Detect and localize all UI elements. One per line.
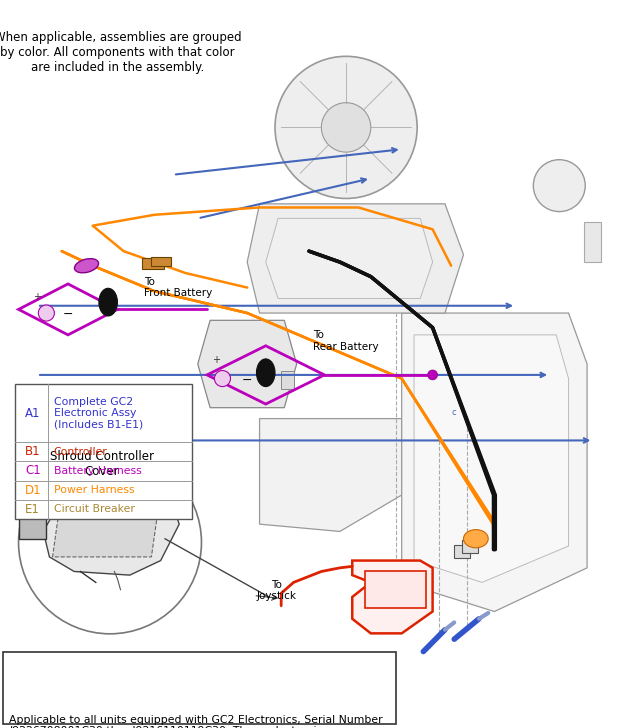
- Text: Shroud Controller
Cover: Shroud Controller Cover: [50, 450, 154, 478]
- Polygon shape: [402, 313, 587, 612]
- Text: When applicable, assemblies are grouped
by color. All components with that color: When applicable, assemblies are grouped …: [0, 31, 241, 74]
- Text: +: +: [213, 355, 220, 365]
- Ellipse shape: [256, 359, 275, 387]
- Text: C1: C1: [25, 464, 41, 478]
- Ellipse shape: [99, 288, 117, 316]
- Text: B1: B1: [25, 446, 41, 458]
- Text: To
Rear Battery: To Rear Battery: [313, 330, 379, 352]
- Ellipse shape: [464, 530, 488, 547]
- Polygon shape: [247, 204, 464, 313]
- Bar: [454, 545, 470, 558]
- Bar: [3, 652, 396, 724]
- Polygon shape: [43, 480, 179, 575]
- Text: Controller: Controller: [54, 447, 108, 456]
- Polygon shape: [414, 335, 569, 582]
- Text: Power Harness: Power Harness: [54, 485, 134, 495]
- Text: +: +: [33, 292, 41, 302]
- Polygon shape: [266, 218, 433, 298]
- Polygon shape: [198, 320, 297, 408]
- Circle shape: [214, 371, 231, 387]
- Polygon shape: [260, 419, 402, 531]
- Polygon shape: [352, 561, 433, 633]
- Text: To
Joystick: To Joystick: [256, 579, 296, 601]
- Text: A1: A1: [25, 407, 41, 420]
- Circle shape: [321, 103, 371, 152]
- Text: D1: D1: [25, 483, 41, 496]
- Bar: [19, 513, 46, 539]
- Bar: [142, 258, 164, 269]
- Bar: [15, 384, 192, 519]
- Circle shape: [19, 451, 201, 634]
- Ellipse shape: [74, 258, 99, 273]
- Text: Battery Harness: Battery Harness: [54, 466, 142, 476]
- Circle shape: [428, 370, 438, 380]
- Bar: [462, 540, 478, 553]
- Polygon shape: [53, 513, 158, 557]
- Circle shape: [38, 305, 54, 321]
- Circle shape: [533, 159, 585, 212]
- Text: E1: E1: [25, 503, 40, 516]
- Text: Circuit Breaker: Circuit Breaker: [54, 505, 135, 515]
- Text: To
Front Battery: To Front Battery: [144, 277, 212, 298]
- Text: Applicable to all units equipped with GC2 Electronics, Serial Number
J9226708001: Applicable to all units equipped with GC…: [9, 715, 383, 728]
- Text: −: −: [242, 373, 252, 387]
- Text: c: c: [451, 408, 455, 417]
- Bar: [281, 371, 294, 389]
- Circle shape: [275, 56, 417, 199]
- Bar: [584, 222, 601, 262]
- Polygon shape: [365, 571, 426, 608]
- Text: Complete GC2
Electronic Assy
(Includes B1-E1): Complete GC2 Electronic Assy (Includes B…: [54, 397, 143, 430]
- Text: −: −: [63, 308, 73, 321]
- Bar: [151, 257, 171, 266]
